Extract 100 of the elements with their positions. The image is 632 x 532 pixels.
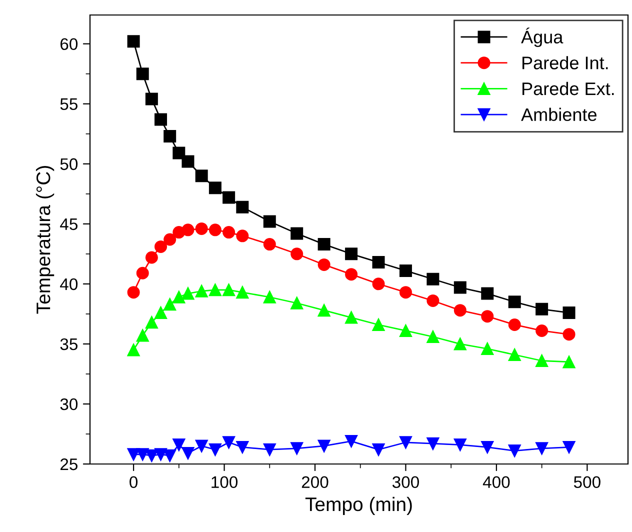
point <box>318 440 330 452</box>
point <box>290 442 304 455</box>
point <box>136 448 149 461</box>
point <box>345 311 358 324</box>
y-tick-label: 25 <box>60 458 78 470</box>
point <box>145 449 158 462</box>
point <box>399 264 412 277</box>
point <box>426 272 440 286</box>
point <box>164 130 176 143</box>
point <box>345 268 358 281</box>
point <box>372 318 385 331</box>
point <box>536 324 548 337</box>
point <box>508 318 521 331</box>
point <box>481 440 494 454</box>
y-tick-label: 40 <box>60 278 78 290</box>
y-tick-label: 30 <box>60 398 78 410</box>
point <box>236 200 249 214</box>
point <box>426 437 440 450</box>
point <box>454 281 466 294</box>
point <box>345 434 358 448</box>
point <box>222 436 236 449</box>
point <box>508 348 521 361</box>
point <box>290 296 304 310</box>
point <box>236 286 249 299</box>
x-tick-label: 400 <box>482 476 510 488</box>
point <box>127 448 140 461</box>
legend-label: Água <box>521 28 564 48</box>
point <box>372 278 385 290</box>
point <box>182 446 194 460</box>
point <box>508 444 521 458</box>
point <box>562 306 576 319</box>
point <box>481 342 494 355</box>
point <box>263 215 276 228</box>
y-tick-label: 35 <box>60 338 78 350</box>
point <box>136 266 149 280</box>
point <box>454 304 466 317</box>
point <box>454 438 466 452</box>
point <box>145 251 158 264</box>
point <box>236 230 249 242</box>
point <box>508 296 521 308</box>
point <box>208 224 222 236</box>
point <box>290 227 304 240</box>
legend-label: Parede Ext. <box>522 82 614 96</box>
point <box>172 438 186 452</box>
y-tick-label: 50 <box>60 158 78 170</box>
point <box>345 248 358 260</box>
point <box>136 68 149 80</box>
y-tick-label: 60 <box>60 38 78 50</box>
point <box>399 286 412 299</box>
point <box>536 354 548 368</box>
x-axis-title: Tempo (min) <box>305 496 412 516</box>
point <box>222 226 236 239</box>
point <box>372 256 385 269</box>
x-tick-label: 500 <box>574 476 600 488</box>
point <box>127 344 140 356</box>
point <box>318 238 330 251</box>
point <box>481 287 494 300</box>
point <box>426 294 440 307</box>
point <box>263 290 276 304</box>
point <box>182 155 194 168</box>
point <box>182 287 194 300</box>
legend-label: Ambiente <box>521 108 596 122</box>
point <box>127 35 140 48</box>
point <box>399 324 412 337</box>
point <box>195 284 208 298</box>
point <box>481 310 494 323</box>
point <box>562 440 576 454</box>
point <box>562 328 576 341</box>
point <box>536 442 548 455</box>
point <box>562 356 576 368</box>
y-axis-title: Temperatura (°C) <box>36 166 54 314</box>
point <box>195 170 208 182</box>
point <box>318 258 330 271</box>
point <box>195 440 208 452</box>
point <box>236 440 249 454</box>
point <box>172 146 186 160</box>
point <box>154 448 168 461</box>
point <box>372 443 385 456</box>
point <box>426 330 440 343</box>
point <box>208 182 222 194</box>
point <box>145 92 158 106</box>
point <box>208 284 222 296</box>
point <box>127 286 140 299</box>
y-tick-label: 55 <box>60 98 78 110</box>
point <box>263 443 276 456</box>
point <box>399 436 412 449</box>
y-tick-label: 45 <box>60 218 78 230</box>
point <box>263 238 276 251</box>
point <box>536 302 548 316</box>
point <box>222 191 236 204</box>
point <box>154 113 168 126</box>
point <box>454 338 466 350</box>
point <box>164 298 176 311</box>
point <box>145 316 158 329</box>
point <box>154 240 168 253</box>
point <box>172 290 186 304</box>
x-tick-label: 300 <box>392 476 419 488</box>
legend-label: Parede Int. <box>522 56 608 70</box>
point <box>290 248 304 260</box>
x-tick-label: 0 <box>130 476 138 488</box>
